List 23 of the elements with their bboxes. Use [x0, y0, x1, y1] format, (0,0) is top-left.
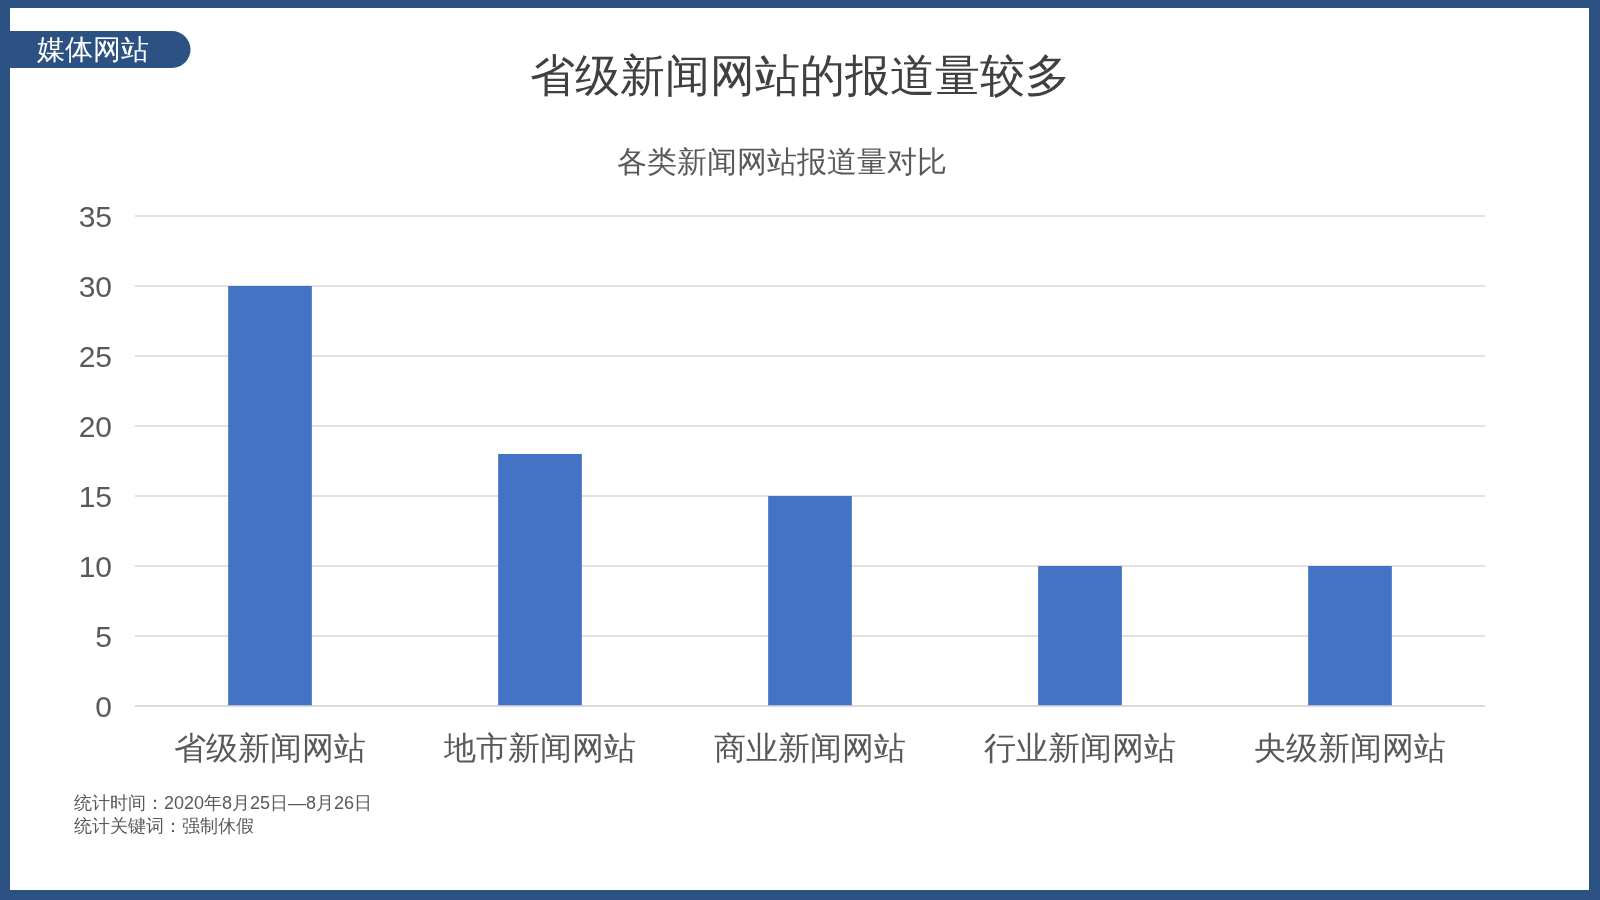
chart-title: 省级新闻网站的报道量较多: [530, 49, 1070, 101]
y-tick-label: 10: [78, 549, 112, 583]
text: 统计时间：2020年8月25日—8月26日: [74, 793, 373, 813]
y-tick-label: 35: [78, 199, 112, 233]
y-tick-label: 0: [95, 689, 112, 723]
x-tick-label: 央级新闻网站: [1254, 730, 1446, 766]
y-tick-label: 30: [78, 269, 112, 303]
y-tick-label: 15: [78, 479, 112, 513]
bar: [1038, 566, 1122, 706]
x-tick-label: 行业新闻网站: [984, 730, 1176, 766]
bar: [498, 454, 582, 706]
text: 统计关键词：强制休假: [74, 816, 254, 836]
y-tick-label: 20: [78, 409, 112, 443]
x-tick-label: 省级新闻网站: [174, 730, 366, 766]
text: 媒体网站: [37, 34, 149, 65]
bar: [768, 496, 852, 706]
bar: [228, 286, 312, 706]
chart-subtitle: 各类新闻网站报道量对比: [617, 144, 947, 178]
bar: [1308, 566, 1392, 706]
y-tick-label: 25: [78, 339, 112, 373]
x-tick-label: 地市新闻网站: [443, 730, 636, 766]
y-tick-label: 5: [95, 619, 112, 653]
x-tick-label: 商业新闻网站: [714, 730, 906, 766]
